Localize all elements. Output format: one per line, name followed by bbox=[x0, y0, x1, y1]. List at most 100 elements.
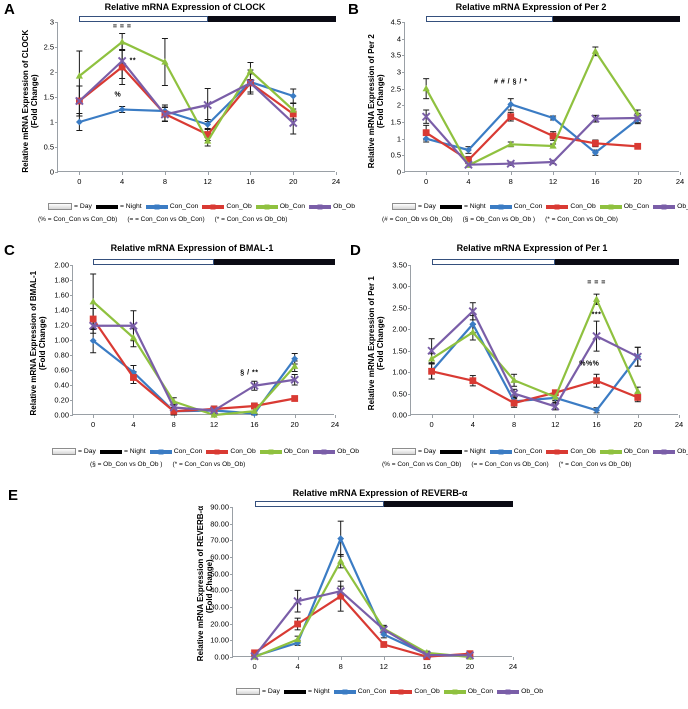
marker bbox=[118, 38, 126, 45]
x-tick-mark bbox=[173, 415, 175, 418]
legend-swatch-ob_con bbox=[599, 449, 622, 454]
x-tick-label: 16 bbox=[422, 662, 432, 671]
plot-area: 0 0.5 1 1.5 2 2.5 3 0 4 8 12 16 20 24 = = = **% bbox=[44, 16, 340, 186]
y-tick-label: 1.00 bbox=[54, 335, 69, 345]
footnote-item: (% = Con_Con vs Con_Ob) bbox=[38, 216, 118, 223]
marker bbox=[89, 315, 97, 323]
series-layer bbox=[250, 520, 475, 661]
legend-swatch-con_con bbox=[333, 689, 356, 694]
y-tick-mark bbox=[55, 72, 58, 73]
marker bbox=[469, 320, 477, 328]
plot-area: 0.00 10.00 20.00 30.00 40.00 50.00 60.00 70.00 8… bbox=[210, 501, 517, 671]
marker bbox=[549, 114, 557, 122]
legend-item-con_ob: Con_Ob bbox=[546, 203, 596, 210]
legend-item-night: = Night bbox=[283, 688, 330, 695]
y-tick-mark bbox=[408, 286, 411, 288]
legend-item-ob_ob: Ob_Ob bbox=[309, 203, 355, 210]
y-tick-label: 0 bbox=[49, 167, 54, 177]
marker bbox=[422, 650, 432, 660]
x-tick-mark bbox=[595, 172, 597, 175]
y-tick-label: 1.20 bbox=[54, 320, 69, 330]
series-line-con_ob bbox=[431, 370, 639, 405]
legend-item-con_con: Con_Con bbox=[149, 448, 202, 455]
marker bbox=[422, 135, 430, 143]
marker bbox=[507, 100, 515, 108]
x-tick-label: 24 bbox=[508, 662, 518, 671]
y-tick-label: 3.00 bbox=[392, 281, 407, 291]
marker bbox=[169, 403, 179, 412]
chart-title: Relative mRNA Expression of CLOCK bbox=[104, 2, 266, 12]
x-tick-label: 24 bbox=[331, 177, 341, 186]
legend-item-con_ob: Con_Ob bbox=[546, 448, 596, 455]
series-line-con_con bbox=[254, 537, 470, 658]
marker bbox=[465, 146, 472, 154]
x-tick-label: 4 bbox=[131, 420, 136, 429]
marker bbox=[204, 121, 212, 128]
day-bar bbox=[426, 16, 554, 22]
y-tick-mark bbox=[55, 172, 58, 173]
marker bbox=[551, 389, 559, 397]
marker bbox=[337, 592, 345, 600]
significance-annotation: %%% bbox=[579, 360, 600, 368]
legend-label-con_con: Con_Con bbox=[357, 688, 387, 695]
legend-label-ob_ob: Ob_Ob bbox=[333, 203, 355, 210]
series-layer bbox=[88, 273, 299, 418]
y-tick-label: 60.00 bbox=[210, 552, 229, 562]
y-tick-label: 70.00 bbox=[210, 535, 229, 545]
marker bbox=[465, 156, 472, 164]
y-tick-mark bbox=[408, 307, 411, 309]
marker bbox=[117, 56, 127, 66]
x-tick-mark bbox=[133, 415, 135, 418]
marker bbox=[507, 113, 515, 121]
x-tick-mark bbox=[680, 172, 681, 175]
x-tick-mark bbox=[431, 415, 433, 418]
legend-item-night: = Night bbox=[439, 203, 486, 210]
legend-label-ob_ob: Ob_Ob bbox=[521, 688, 543, 695]
marker bbox=[161, 58, 169, 65]
x-tick-label: 24 bbox=[330, 420, 340, 429]
legend-item-ob_con: Ob_Con bbox=[255, 203, 306, 210]
x-tick-label: 0 bbox=[91, 420, 96, 429]
marker bbox=[633, 113, 642, 123]
legend-swatch-con_con bbox=[145, 204, 168, 209]
marker bbox=[551, 393, 559, 400]
day-swatch bbox=[392, 448, 416, 455]
significance-annotation: § / ** bbox=[240, 369, 259, 377]
legend-swatch-ob_con bbox=[259, 449, 282, 454]
marker bbox=[288, 118, 298, 128]
series-layer bbox=[75, 33, 298, 147]
legend-label-ob_con: Ob_Con bbox=[283, 448, 310, 455]
legend-label-ob_con: Ob_Con bbox=[279, 203, 306, 210]
y-tick-mark bbox=[408, 350, 411, 352]
x-tick-label: 8 bbox=[171, 420, 176, 429]
legend-swatch-ob_con bbox=[599, 204, 622, 209]
series-line-ob_con bbox=[78, 40, 294, 143]
footnote-item: (= = Con_Con vs Ob_Con) bbox=[127, 216, 205, 223]
panel-d: D Relative mRNA Expression of Per 1 Relati… bbox=[344, 240, 688, 485]
significance-annotation: ** bbox=[129, 57, 137, 65]
y-tick-label: 20.00 bbox=[210, 619, 229, 629]
y-tick-label: 10.00 bbox=[210, 635, 229, 645]
marker bbox=[592, 331, 601, 341]
x-tick-label: 20 bbox=[633, 177, 642, 186]
marker bbox=[507, 140, 515, 147]
significance-annotation: = = = bbox=[112, 23, 132, 31]
legend-label-con_ob: Con_Ob bbox=[230, 448, 256, 455]
y-tick-mark bbox=[55, 147, 58, 148]
x-tick-label: 12 bbox=[548, 177, 558, 186]
legend-swatch-ob_con bbox=[443, 689, 466, 694]
legend-item-ob_ob: Ob_Ob bbox=[313, 448, 359, 455]
legend-item-ob_ob: Ob_Ob bbox=[653, 448, 688, 455]
x-tick-label: 8 bbox=[338, 662, 343, 671]
legend-item-con_ob: Con_Ob bbox=[202, 203, 252, 210]
legend-label-ob_con: Ob_Con bbox=[623, 203, 650, 210]
marker bbox=[469, 328, 477, 335]
y-tick-label: 2 bbox=[49, 67, 54, 77]
legend-swatch-ob_ob bbox=[653, 204, 676, 209]
x-tick-mark bbox=[468, 172, 470, 175]
night-swatch bbox=[439, 204, 462, 209]
x-tick-mark bbox=[637, 172, 639, 175]
significance-annotation: = = = bbox=[587, 279, 606, 287]
legend-swatch-con_con bbox=[149, 449, 172, 454]
